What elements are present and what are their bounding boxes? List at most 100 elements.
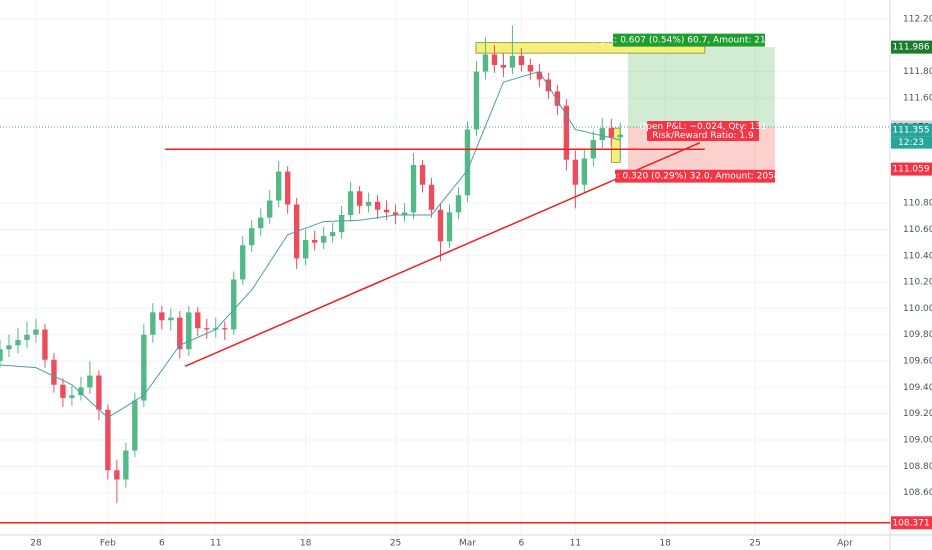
y-tick-label: 109.000 xyxy=(903,436,932,446)
candle-body xyxy=(581,158,588,185)
candle-body xyxy=(554,91,561,106)
candle-body xyxy=(608,128,615,138)
candle-body xyxy=(0,349,3,362)
candle-body xyxy=(141,334,147,401)
plot-area: Target: 0.607 (0.54%) 60.7, Amount: 2179… xyxy=(0,0,890,535)
candle-body xyxy=(87,375,93,388)
candle-body xyxy=(249,228,255,246)
target-label-bg xyxy=(613,33,765,47)
price-label: 111.355 xyxy=(892,126,929,136)
y-tick-label: 108.800 xyxy=(903,462,932,472)
candle-body xyxy=(195,312,201,329)
y-tick-label: 110.000 xyxy=(903,304,932,314)
candle-body xyxy=(114,470,120,480)
candle-body xyxy=(258,217,264,229)
candle-body xyxy=(518,55,525,65)
pnl-box xyxy=(647,120,759,141)
candle-body xyxy=(204,328,210,330)
candle-body xyxy=(563,105,570,160)
candle-body xyxy=(455,195,462,213)
countdown-bg xyxy=(891,136,932,149)
price-label-bg xyxy=(891,123,932,137)
candle-body xyxy=(78,387,84,396)
x-tick-label: 18 xyxy=(300,539,312,549)
y-tick-label: 108.600 xyxy=(903,488,932,498)
candle-body xyxy=(491,54,498,65)
x-tick-label: 11 xyxy=(210,539,221,549)
candle-body xyxy=(177,317,183,350)
candle-body xyxy=(401,212,408,215)
candle-body xyxy=(69,395,75,398)
ratio-label: Risk/Reward Ratio: 1.9 xyxy=(652,131,754,141)
candle-body xyxy=(186,312,192,350)
candle-body xyxy=(329,232,336,237)
candle-body xyxy=(222,328,228,330)
x-tick-label: Feb xyxy=(100,539,116,549)
candle-body xyxy=(6,345,12,350)
candle-body xyxy=(392,212,399,215)
candle-body xyxy=(275,171,282,201)
candle-body xyxy=(338,215,345,233)
candle-body xyxy=(123,450,129,480)
price-label: 111.059 xyxy=(892,165,929,175)
candle-body xyxy=(24,334,30,340)
price-label-bg xyxy=(891,516,932,530)
candle-body xyxy=(374,201,381,210)
x-tick-label: 11 xyxy=(570,539,581,549)
y-tick-label: 110.800 xyxy=(903,199,932,209)
candle-body xyxy=(464,129,471,196)
candle-body xyxy=(15,340,21,346)
candle-body xyxy=(419,165,426,185)
candle-body xyxy=(383,209,390,213)
y-tick-label: 109.400 xyxy=(903,383,932,393)
candle-body xyxy=(446,212,453,242)
highlight-box xyxy=(475,42,706,54)
y-tick-label: 112.200 xyxy=(903,14,932,24)
candle-body xyxy=(536,71,543,80)
x-tick-label: Mar xyxy=(459,539,476,549)
trend-line xyxy=(184,141,701,368)
candle-body xyxy=(267,200,273,218)
candle-body xyxy=(428,184,435,210)
candle-body xyxy=(410,165,417,213)
price-label: 108.371 xyxy=(892,518,929,528)
price-label-bg xyxy=(891,40,932,54)
candle-body xyxy=(500,65,507,68)
candle-body xyxy=(51,359,57,385)
candle-body xyxy=(509,55,516,68)
x-tick-label: 28 xyxy=(30,539,42,549)
y-tick-label: 109.200 xyxy=(903,409,932,419)
candle-body xyxy=(96,375,102,410)
candle-body xyxy=(60,384,66,398)
candle-body xyxy=(473,71,480,130)
pnl-label: Open P&L: −0.024, Qty: 131 xyxy=(639,122,767,132)
candle-body xyxy=(240,245,246,280)
candle-body xyxy=(356,191,363,206)
candle-body xyxy=(311,240,318,243)
target-label: Target: 0.607 (0.54%) 60.7, Amount: 2179… xyxy=(585,36,791,46)
axes: 28 Feb 6 11 18 25 Mar 6 11 18 25 Apr 112.200 111.800 1… xyxy=(30,14,932,549)
candle-body xyxy=(482,54,489,72)
candle-body xyxy=(284,171,291,205)
moving-average xyxy=(0,70,621,419)
candle-body xyxy=(437,209,444,242)
x-tick-label: 25 xyxy=(749,539,760,549)
candle-body xyxy=(42,329,48,360)
y-tick-label: 110.200 xyxy=(903,278,932,288)
y-tick-label: 111.600 xyxy=(903,93,932,103)
y-tick-label: 111.800 xyxy=(903,67,932,77)
price-label: 111.986 xyxy=(892,43,929,53)
candle-body xyxy=(599,128,606,140)
candle-body xyxy=(105,409,111,471)
y-tick-label: 110.400 xyxy=(903,251,932,261)
candle-body xyxy=(150,312,156,335)
price-label-bg xyxy=(891,162,932,176)
candle-body xyxy=(132,400,138,451)
stop-label: Stop: 0.320 (0.29%) 32.0, Amount: 2058.0… xyxy=(596,172,794,182)
y-tick-label: 110.600 xyxy=(903,225,932,235)
candle-body xyxy=(231,279,237,330)
candle-body xyxy=(320,236,327,243)
candle-body xyxy=(617,134,623,138)
x-tick-label: 25 xyxy=(390,539,401,549)
